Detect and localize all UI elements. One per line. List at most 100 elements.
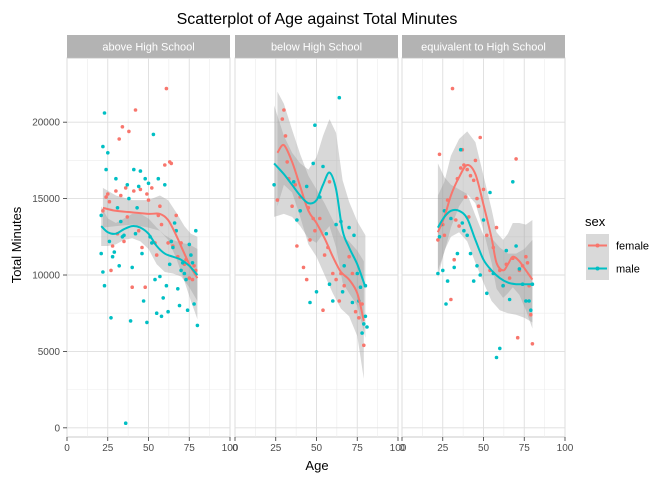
- data-point: [504, 248, 509, 253]
- data-point: [311, 161, 316, 166]
- data-point: [280, 117, 285, 121]
- x-tick-label: 100: [557, 443, 574, 454]
- data-point: [304, 184, 309, 189]
- data-point: [481, 218, 486, 222]
- data-point: [295, 218, 299, 222]
- data-point: [304, 277, 309, 282]
- data-point: [342, 264, 347, 268]
- data-point: [104, 195, 108, 199]
- data-point: [192, 264, 196, 268]
- x-tick-label: 75: [184, 443, 196, 454]
- data-point: [166, 309, 170, 314]
- data-point: [107, 199, 112, 204]
- facet-strip: [235, 35, 398, 58]
- data-point: [362, 322, 366, 326]
- data-point: [101, 209, 105, 213]
- data-point: [449, 216, 453, 221]
- data-point: [313, 228, 317, 233]
- data-point: [314, 290, 319, 294]
- data-point: [337, 95, 342, 100]
- data-point: [282, 108, 286, 112]
- data-point: [321, 164, 325, 169]
- data-point: [363, 314, 368, 319]
- x-tick-label: 75: [352, 443, 364, 454]
- confidence-band-male: [274, 105, 366, 338]
- data-point: [101, 144, 105, 149]
- y-tick-label: 5000: [38, 347, 61, 358]
- data-point: [163, 163, 167, 167]
- data-point: [524, 299, 528, 303]
- data-point: [167, 262, 172, 267]
- facet-panel: above High School: [66, 35, 231, 438]
- data-point: [318, 216, 322, 221]
- data-point: [161, 296, 165, 300]
- data-point: [140, 245, 144, 250]
- data-point: [187, 276, 192, 280]
- data-point: [120, 125, 125, 129]
- data-point: [133, 108, 138, 112]
- data-point: [478, 135, 483, 140]
- data-point: [150, 241, 154, 245]
- data-point: [527, 299, 531, 303]
- data-point: [164, 283, 169, 288]
- data-point: [444, 302, 448, 306]
- data-point: [463, 195, 468, 199]
- data-point: [130, 285, 134, 290]
- data-point: [494, 355, 499, 360]
- data-point: [308, 300, 312, 305]
- data-point: [185, 308, 190, 313]
- data-point: [452, 257, 457, 262]
- data-point: [308, 238, 312, 242]
- data-point: [159, 222, 164, 227]
- smooth-line-male: [437, 208, 533, 286]
- data-point: [340, 290, 345, 294]
- data-point: [501, 283, 505, 288]
- data-point: [498, 346, 502, 351]
- data-point: [187, 242, 192, 247]
- x-tick-label: 50: [143, 443, 155, 454]
- smooth-line-female: [102, 206, 199, 279]
- x-tick-label: 25: [102, 443, 114, 454]
- data-point: [441, 268, 445, 273]
- data-point: [133, 231, 138, 236]
- data-point: [291, 180, 296, 184]
- data-point: [293, 183, 298, 187]
- data-point: [525, 261, 530, 265]
- legend-key-point: [595, 243, 600, 248]
- data-point: [119, 193, 123, 198]
- data-point: [485, 233, 489, 238]
- data-point: [468, 251, 473, 256]
- data-point: [452, 265, 457, 270]
- data-point: [123, 186, 128, 190]
- data-point: [101, 270, 105, 274]
- data-point: [104, 167, 108, 172]
- smooth-line-female: [436, 163, 534, 281]
- data-point: [331, 299, 335, 303]
- data-point: [473, 158, 478, 163]
- data-point: [127, 196, 131, 201]
- data-point: [458, 166, 463, 170]
- data-point: [481, 187, 486, 192]
- data-point: [177, 303, 182, 308]
- facet-panel: equivalent to High School: [401, 35, 566, 438]
- data-point: [458, 147, 463, 152]
- confidence-band-female: [277, 91, 364, 379]
- data-point: [485, 291, 489, 296]
- y-tick-label: 0: [54, 423, 60, 434]
- data-point: [154, 253, 159, 257]
- facet-panel: below High School: [234, 35, 399, 438]
- data-point: [437, 152, 442, 157]
- data-point: [141, 299, 146, 303]
- data-point: [471, 279, 476, 283]
- data-point: [437, 235, 442, 239]
- data-point: [324, 231, 329, 236]
- data-point: [182, 271, 187, 276]
- data-point: [99, 251, 103, 256]
- data-point: [146, 181, 151, 186]
- data-point: [342, 283, 347, 288]
- data-point: [322, 253, 327, 257]
- data-point: [478, 273, 483, 277]
- data-point: [138, 169, 143, 173]
- data-point: [169, 239, 174, 244]
- data-point: [114, 176, 118, 181]
